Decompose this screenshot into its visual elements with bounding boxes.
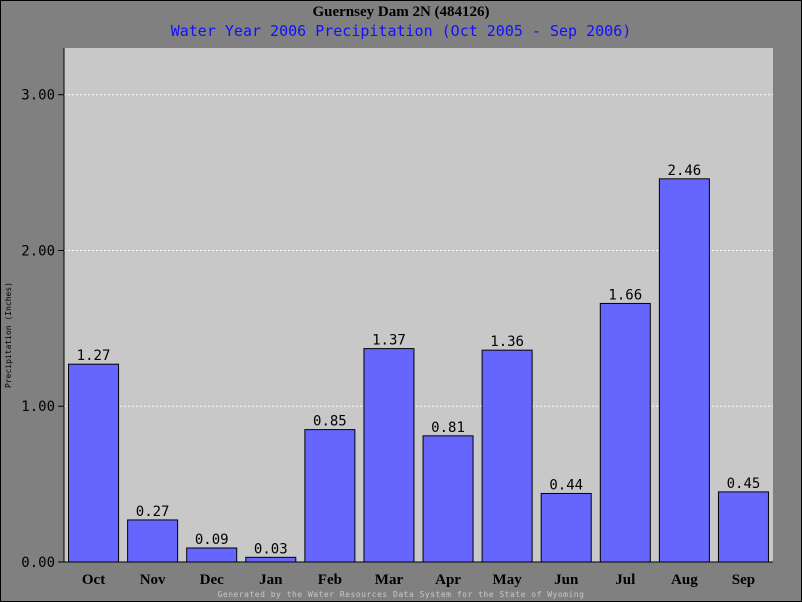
chart-subtitle: Water Year 2006 Precipitation (Oct 2005 … (170, 22, 632, 40)
value-label: 1.37 (372, 333, 406, 349)
bar-sep (717, 491, 769, 563)
x-tick-label: May (493, 572, 523, 588)
chart-title: Guernsey Dam 2N (484126) (312, 4, 490, 20)
bar-mar (363, 348, 415, 563)
x-tick-label: Aug (671, 572, 698, 588)
plot-area (64, 48, 773, 562)
x-tick-label: Apr (435, 572, 461, 588)
x-tick-label: Mar (375, 572, 404, 588)
value-label: 1.36 (490, 334, 524, 350)
bar-jul (599, 302, 651, 563)
bar-oct (68, 363, 120, 563)
value-labels: 1.27 0.27 0.09 0.03 0.85 1.37 0.81 1.36 0.44 1.66… (77, 163, 761, 557)
x-tick-label: Jun (554, 572, 579, 588)
value-label: 1.27 (77, 348, 111, 364)
y-axis-label: Precipitation (Inches) (4, 282, 13, 388)
x-tick-label: Nov (140, 572, 166, 588)
y-tick-label: 1.00 (21, 399, 55, 415)
bar-apr (422, 435, 474, 563)
x-tick-label: Feb (318, 572, 342, 588)
x-tick-label: Dec (200, 572, 224, 588)
y-tick-label: 2.00 (21, 243, 55, 259)
value-label: 2.46 (668, 163, 702, 179)
y-tick-label: 3.00 (21, 88, 55, 104)
footer-credit: Generated by the Water Resources Data Sy… (217, 590, 585, 599)
value-label: 1.66 (608, 287, 642, 303)
bars (68, 178, 769, 563)
x-tick-label: Jan (259, 572, 283, 588)
x-tick-label: Sep (732, 572, 755, 588)
bar-jan (245, 556, 297, 563)
x-axis: Oct Nov Dec Jan Feb Mar Apr May Jun Jul Aug Sep (64, 561, 773, 588)
value-label: 0.81 (431, 420, 465, 436)
value-label: 0.03 (254, 541, 288, 557)
bar-may (481, 349, 533, 563)
value-label: 0.85 (313, 414, 347, 430)
value-label: 0.45 (727, 476, 761, 492)
y-axis: 0.00 1.00 2.00 3.00 (21, 48, 65, 571)
x-tick-label: Oct (82, 572, 105, 588)
bar-feb (304, 429, 356, 563)
bar-jun (540, 492, 592, 563)
bar-nov (127, 519, 179, 563)
value-label: 0.09 (195, 532, 229, 548)
bar-dec (186, 547, 238, 563)
value-label: 0.44 (549, 477, 583, 493)
x-tick-label: Jul (615, 572, 635, 588)
y-tick-label: 0.00 (21, 555, 55, 571)
bar-aug (658, 178, 710, 563)
value-label: 0.27 (136, 504, 170, 520)
